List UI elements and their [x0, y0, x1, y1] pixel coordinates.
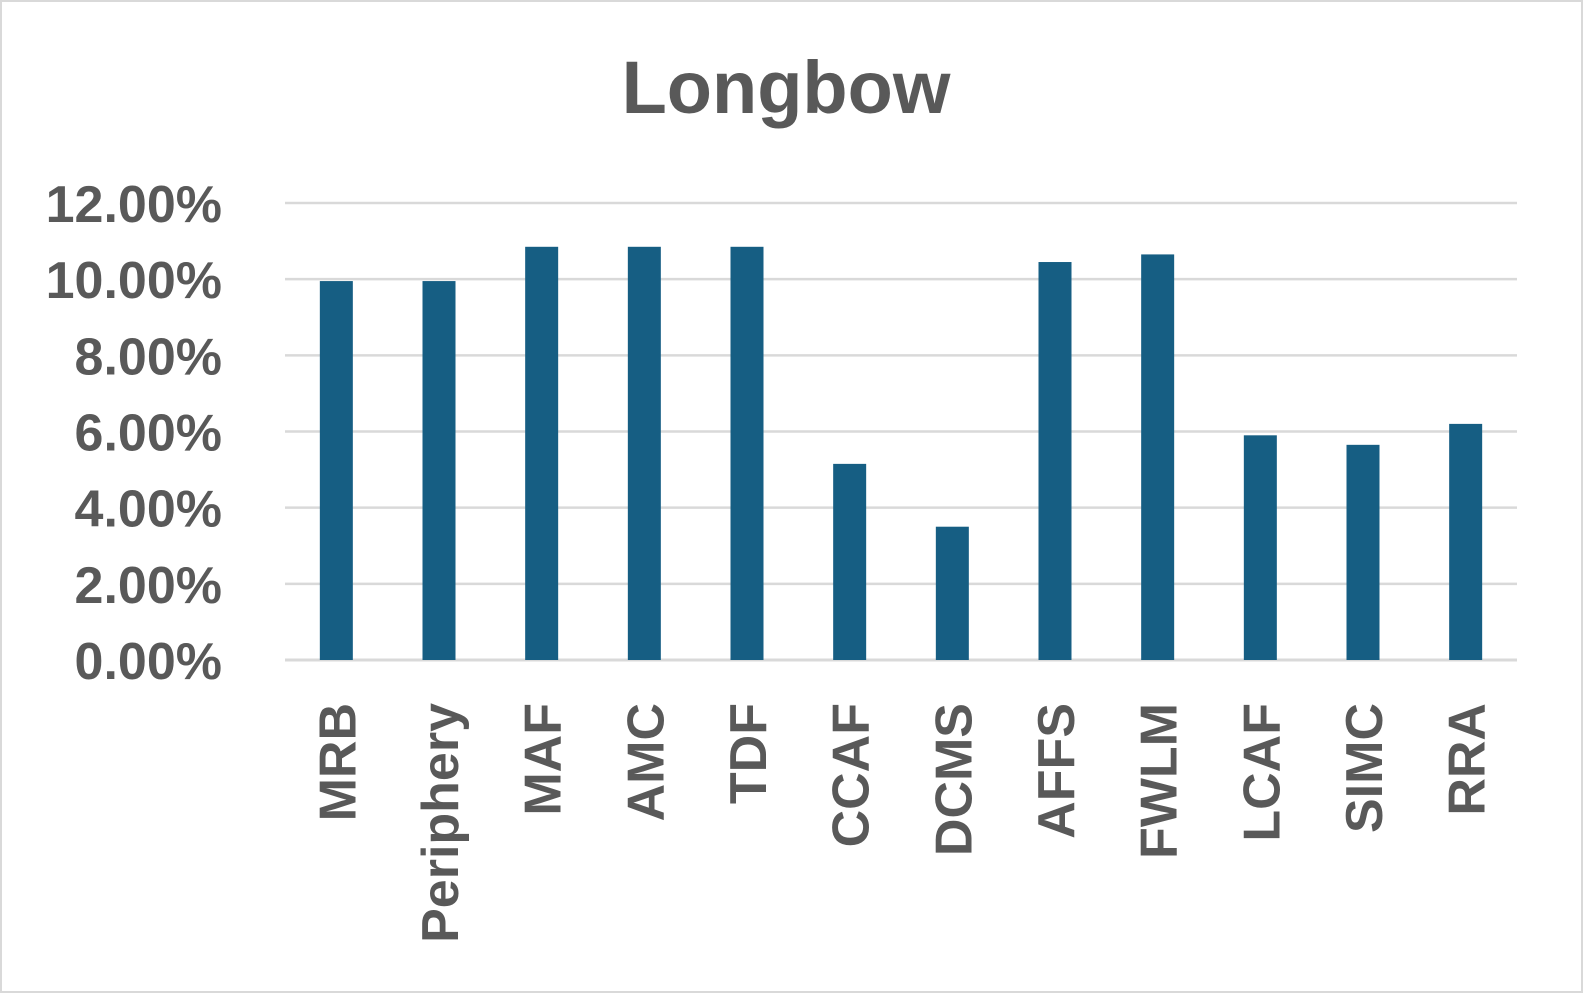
x-tick-label: DCMS [925, 703, 983, 856]
x-tick-label: MRB [309, 703, 367, 821]
x-tick-label: TDF [720, 703, 778, 804]
y-tick-label: 12.00% [46, 176, 222, 234]
x-tick-label: CCAF [823, 703, 881, 847]
bar-periphery [422, 281, 456, 660]
bar-fwlm [1141, 254, 1175, 660]
y-tick-label: 0.00% [75, 633, 222, 691]
bars [319, 246, 1483, 660]
bar-amc [627, 246, 661, 660]
x-tick-label: AFFS [1028, 703, 1086, 839]
bar-rra [1449, 423, 1483, 660]
bar-dcms [935, 526, 969, 660]
x-tick-label: Periphery [412, 703, 470, 943]
x-axis-tick-labels: MRB Periphery MAF AMC TDF CCAF DCMS AFFS FWLM LCA… [309, 703, 1496, 943]
y-tick-label: 4.00% [75, 481, 222, 539]
y-axis-tick-labels: 0.00% 2.00% 4.00% 6.00% 8.00% 10.00% 12.00% [46, 176, 222, 691]
chart-title: Longbow [622, 46, 951, 129]
bar-lcaf [1243, 435, 1277, 660]
bar-simc [1346, 444, 1380, 660]
y-tick-label: 6.00% [75, 405, 222, 463]
x-tick-label: LCAF [1233, 703, 1291, 842]
bar-mrb [319, 281, 353, 660]
gridlines [285, 201, 1517, 662]
x-tick-label: MAF [515, 703, 573, 816]
x-tick-label: RRA [1439, 703, 1497, 816]
y-tick-label: 2.00% [75, 557, 222, 615]
x-tick-label: FWLM [1131, 703, 1189, 859]
bar-maf [525, 246, 559, 660]
bar-ccaf [833, 463, 867, 660]
x-tick-label: SIMC [1336, 703, 1394, 833]
bar-affs [1038, 262, 1072, 660]
y-tick-label: 10.00% [46, 252, 222, 310]
bar-tdf [730, 246, 764, 660]
y-tick-label: 8.00% [75, 328, 222, 386]
x-tick-label: AMC [617, 703, 675, 821]
